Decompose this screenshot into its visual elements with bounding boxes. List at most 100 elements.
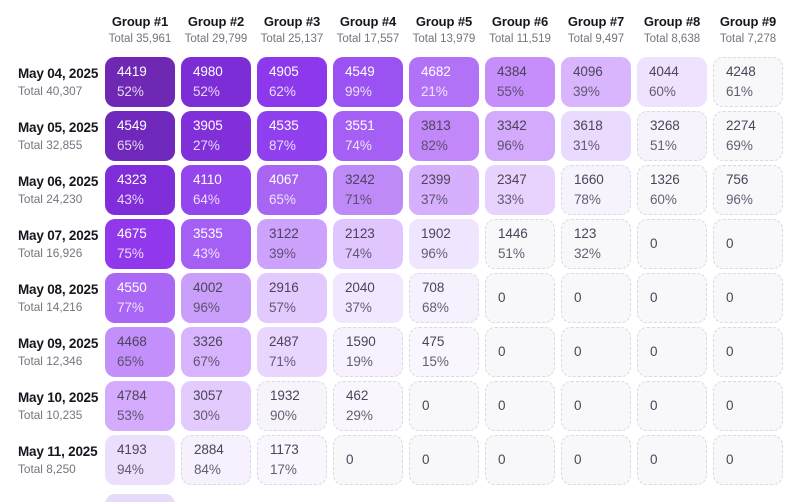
heatmap-cell[interactable]: 4549 65% <box>105 111 175 161</box>
heatmap-cell[interactable]: 0 <box>713 219 783 269</box>
row-date: May 11, 2025 <box>18 444 98 459</box>
heatmap-cell[interactable]: 0 <box>409 381 479 431</box>
cell-percent: 65% <box>117 138 144 153</box>
column-header-label: Group #8 <box>643 14 701 29</box>
heatmap-cell[interactable]: 4193 94% <box>105 435 175 485</box>
column-header-group-6: Group #6 Total 11,519 <box>485 0 555 53</box>
column-header-total: Total 17,557 <box>336 33 400 45</box>
cell-percent: 74% <box>345 246 372 261</box>
heatmap-cell[interactable]: 4675 75% <box>105 219 175 269</box>
heatmap-cell[interactable]: 4535 87% <box>257 111 327 161</box>
heatmap-cell[interactable]: 4384 55% <box>485 57 555 107</box>
heatmap-cell[interactable]: 2916 57% <box>257 273 327 323</box>
heatmap-cell[interactable]: 4419 52% <box>105 57 175 107</box>
heatmap-cell[interactable]: 4905 62% <box>257 57 327 107</box>
heatmap-cell[interactable]: 2274 69% <box>713 111 783 161</box>
heatmap-cell[interactable]: 475 15% <box>409 327 479 377</box>
cell-value: 462 <box>346 387 369 403</box>
heatmap-cell[interactable]: 4549 99% <box>333 57 403 107</box>
heatmap-cell[interactable]: 3905 27% <box>181 111 251 161</box>
heatmap-cell[interactable]: 3551 74% <box>333 111 403 161</box>
heatmap-cell[interactable]: 2123 74% <box>333 219 403 269</box>
heatmap-cell[interactable]: 4323 43% <box>105 165 175 215</box>
heatmap-cell[interactable]: 3268 51% <box>637 111 707 161</box>
heatmap-cell[interactable]: 4096 39% <box>561 57 631 107</box>
cell-value: 3618 <box>573 117 603 133</box>
heatmap-cell[interactable]: 708 68% <box>409 273 479 323</box>
heatmap-cell[interactable]: 2399 37% <box>409 165 479 215</box>
heatmap-cell[interactable]: 3326 67% <box>181 327 251 377</box>
heatmap-cell[interactable]: 3535 43% <box>181 219 251 269</box>
heatmap-cell[interactable]: 462 29% <box>333 381 403 431</box>
heatmap-cell[interactable]: 0 <box>485 273 555 323</box>
heatmap-cell[interactable]: 0 <box>485 435 555 485</box>
heatmap-cell[interactable]: 1932 90% <box>257 381 327 431</box>
heatmap-cell[interactable]: 2040 37% <box>333 273 403 323</box>
heatmap-cell[interactable]: 0 <box>561 327 631 377</box>
heatmap-cell[interactable]: 3618 31% <box>561 111 631 161</box>
cell-value: 2274 <box>726 117 756 133</box>
heatmap-cell[interactable]: 4110 64% <box>181 165 251 215</box>
heatmap-cell[interactable]: 4682 21% <box>409 57 479 107</box>
heatmap-cell[interactable]: 0 <box>561 435 631 485</box>
cell-value: 0 <box>346 451 354 467</box>
row-total: Total 32,855 <box>18 138 83 152</box>
heatmap-cell[interactable]: 1173 17% <box>257 435 327 485</box>
heatmap-cell[interactable]: 0 <box>485 327 555 377</box>
heatmap-cell[interactable]: 756 96% <box>713 165 783 215</box>
heatmap-cell[interactable]: 2487 71% <box>257 327 327 377</box>
cell-value: 2347 <box>497 171 527 187</box>
heatmap-cell[interactable]: 1902 96% <box>409 219 479 269</box>
heatmap-cell[interactable]: 4044 60% <box>637 57 707 107</box>
heatmap-cell[interactable]: 0 <box>561 273 631 323</box>
cell-value: 2916 <box>269 279 299 295</box>
heatmap-cell[interactable]: 1590 19% <box>333 327 403 377</box>
heatmap-cell[interactable]: 2347 33% <box>485 165 555 215</box>
heatmap-cell[interactable]: 3242 71% <box>333 165 403 215</box>
heatmap-cell[interactable]: 4248 61% <box>713 57 783 107</box>
heatmap-cell[interactable]: 2884 84% <box>181 435 251 485</box>
heatmap-cell[interactable]: 0 <box>561 381 631 431</box>
partial-row-cell[interactable] <box>105 494 175 502</box>
heatmap-cell[interactable]: 1660 78% <box>561 165 631 215</box>
column-header-total: Total 9,497 <box>567 33 625 45</box>
cell-percent: 96% <box>193 300 220 315</box>
heatmap-cell[interactable]: 4550 77% <box>105 273 175 323</box>
heatmap-cell[interactable]: 3122 39% <box>257 219 327 269</box>
heatmap-cell[interactable]: 4784 53% <box>105 381 175 431</box>
heatmap-cell[interactable]: 0 <box>637 219 707 269</box>
heatmap-cell[interactable]: 0 <box>637 273 707 323</box>
cell-value: 0 <box>726 343 734 359</box>
heatmap-cell[interactable]: 0 <box>713 273 783 323</box>
cell-percent: 90% <box>270 408 297 423</box>
column-header-group-9: Group #9 Total 7,278 <box>713 0 783 53</box>
cell-value: 4784 <box>117 387 147 403</box>
heatmap-cell[interactable]: 1326 60% <box>637 165 707 215</box>
cell-value: 4550 <box>117 279 147 295</box>
heatmap-cell[interactable]: 0 <box>333 435 403 485</box>
cell-percent: 99% <box>345 84 372 99</box>
heatmap-cell[interactable]: 4002 96% <box>181 273 251 323</box>
cell-percent: 96% <box>497 138 524 153</box>
heatmap-cell[interactable]: 3813 82% <box>409 111 479 161</box>
cell-percent: 67% <box>193 354 220 369</box>
heatmap-cell[interactable]: 1446 51% <box>485 219 555 269</box>
heatmap-cell[interactable]: 4067 65% <box>257 165 327 215</box>
cell-percent: 64% <box>193 192 220 207</box>
row-total: Total 24,230 <box>18 192 83 206</box>
heatmap-cell[interactable]: 0 <box>713 381 783 431</box>
heatmap-cell[interactable]: 0 <box>409 435 479 485</box>
heatmap-cell[interactable]: 0 <box>637 381 707 431</box>
heatmap-cell[interactable]: 4980 52% <box>181 57 251 107</box>
cell-percent: 51% <box>650 138 677 153</box>
heatmap-cell[interactable]: 0 <box>637 435 707 485</box>
heatmap-cell[interactable]: 0 <box>637 327 707 377</box>
heatmap-cell[interactable]: 0 <box>485 381 555 431</box>
heatmap-cell[interactable]: 3342 96% <box>485 111 555 161</box>
heatmap-cell[interactable]: 123 32% <box>561 219 631 269</box>
heatmap-cell[interactable]: 4468 65% <box>105 327 175 377</box>
heatmap-cell[interactable]: 0 <box>713 435 783 485</box>
heatmap-cell[interactable]: 0 <box>713 327 783 377</box>
heatmap-cell[interactable]: 3057 30% <box>181 381 251 431</box>
row-total: Total 14,216 <box>18 300 83 314</box>
